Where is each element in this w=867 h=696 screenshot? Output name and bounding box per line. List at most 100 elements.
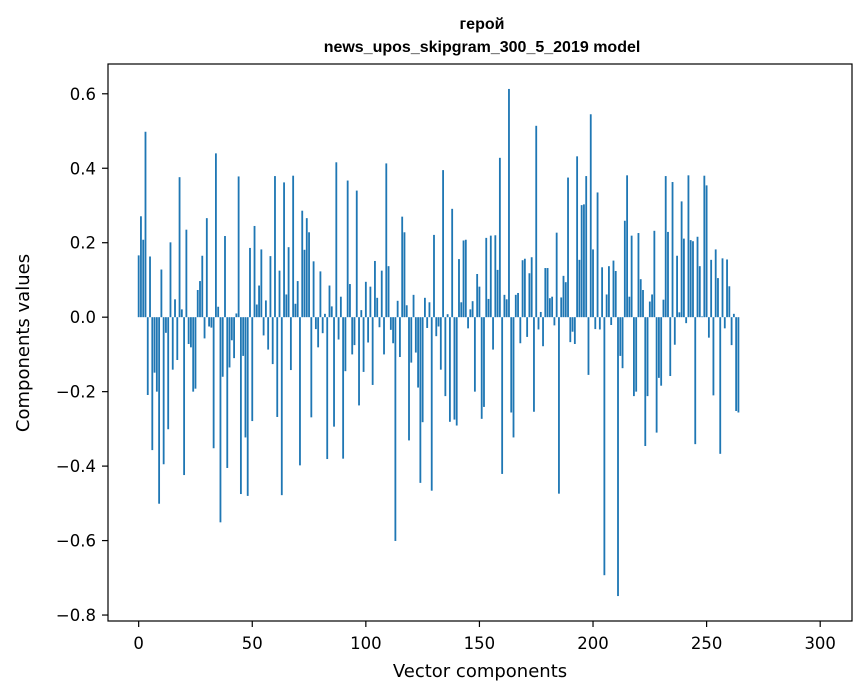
bar [378,317,381,328]
bar [399,317,401,358]
bar [528,273,531,318]
bar [376,297,379,318]
bar [183,317,186,476]
bar [310,317,313,418]
bar [651,294,653,318]
x-tick-label: 50 [242,634,263,653]
bar [583,204,585,318]
x-tick-label: 0 [133,634,144,653]
bar [685,317,688,324]
bar [433,234,435,318]
bar [421,317,424,423]
bar [732,313,735,318]
bar [394,317,397,541]
bar [721,258,724,318]
bar [671,182,674,318]
bar [305,218,308,318]
bar [380,270,383,318]
x-tick-label: 250 [691,634,723,653]
bar [155,317,158,392]
bar [244,317,247,438]
bar [317,317,320,348]
bar [723,317,726,329]
bar [673,317,676,345]
bar [312,261,315,318]
bar [505,299,508,318]
bar [728,286,731,318]
bar [339,296,342,318]
bar [353,317,356,346]
bar [174,299,176,318]
bar [285,294,288,318]
bar [569,317,572,343]
bar [364,281,367,318]
bar [190,317,192,348]
bar [676,255,678,318]
x-axis-ticks: 0 50 100 150 200 250 300 [133,621,836,653]
bar [185,229,188,318]
bar [669,317,672,377]
bar [151,317,154,451]
bar [667,231,669,318]
bar [694,317,697,445]
bar [235,313,238,318]
bar [221,317,224,377]
bar [621,317,624,369]
bar [276,317,279,417]
x-tick-label: 100 [350,634,382,653]
bar [246,317,249,496]
y-tick-label: −0.4 [56,457,96,476]
y-tick-label: 0.6 [70,85,96,104]
bar [237,176,240,318]
bar [608,266,610,318]
bar [137,255,140,318]
bar [489,235,492,318]
bar [196,290,199,318]
bar [719,317,722,454]
bar [492,317,494,350]
bar [214,153,217,318]
bar [258,285,260,318]
bar [512,317,515,438]
bar [142,239,145,318]
bar [710,259,713,318]
bar [419,317,422,483]
bar [278,270,281,318]
bar [562,275,565,318]
bar [169,242,172,318]
bar [167,317,170,430]
bar [242,317,245,356]
bar [301,210,304,318]
bar [158,317,161,504]
bar [224,236,226,318]
bar [587,317,590,375]
bar [417,317,420,388]
x-tick-label: 300 [804,634,836,653]
bar [576,156,579,318]
bar [453,317,456,420]
bar [430,317,433,491]
bar [494,235,497,318]
bar [633,317,635,397]
bar [389,317,392,330]
bar [374,260,376,318]
bar [589,114,592,318]
bar [514,294,517,318]
bar [219,317,222,523]
bar [462,240,465,318]
bar [192,317,195,392]
bar [428,302,431,318]
bar [460,302,463,318]
bar [437,317,440,327]
bar [212,317,215,449]
bar [553,317,556,326]
bar [580,205,583,318]
bar [194,317,197,389]
bar [367,317,370,343]
bar [271,317,274,365]
bar [698,266,701,318]
bar [330,306,333,318]
bar [328,285,331,318]
bar [160,269,163,318]
